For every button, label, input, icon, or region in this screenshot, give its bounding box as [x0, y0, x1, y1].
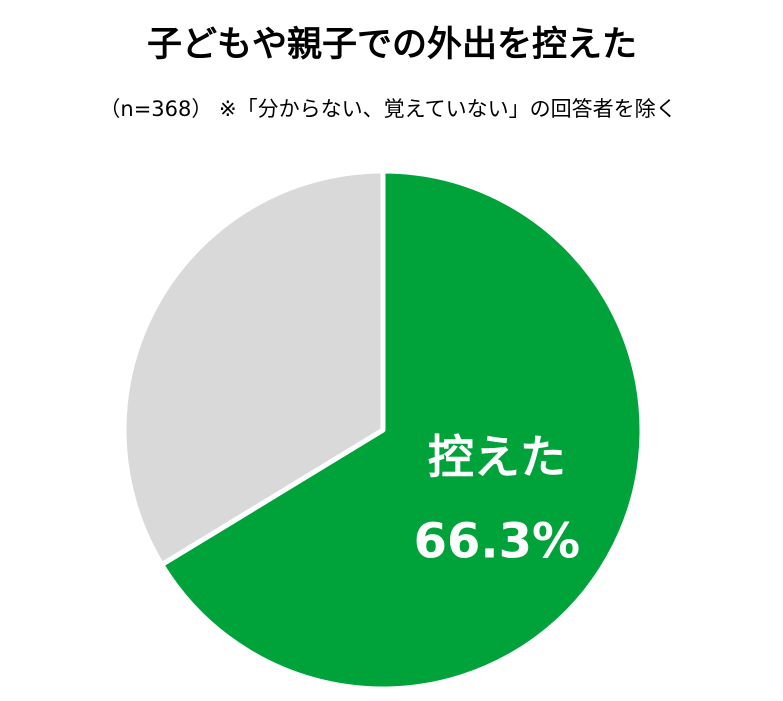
pie-labels: 控えた 66.3%: [414, 430, 581, 570]
chart-subtitle: （n=368） ※「分からない、覚えていない」の回答者を除く: [99, 97, 676, 121]
pie-slice: [159, 168, 645, 692]
slice-category-label: 控えた: [428, 430, 566, 484]
slice-value-label: 66.3%: [414, 513, 581, 569]
pie: [121, 168, 645, 692]
pie-slice: [121, 168, 386, 568]
chart-title: 子どもや親子での外出を控えた: [147, 25, 637, 65]
